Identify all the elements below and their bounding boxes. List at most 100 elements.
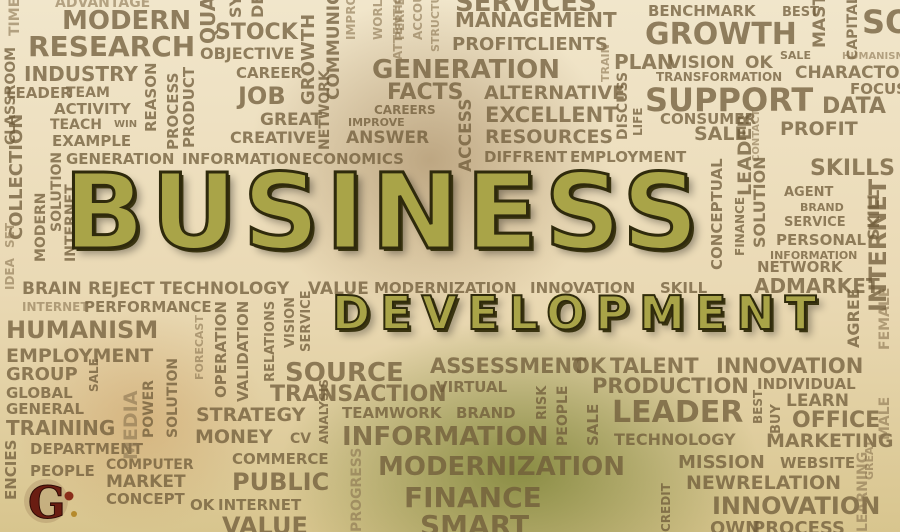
word: STRUCTURE — [430, 0, 441, 52]
word: SET — [4, 223, 16, 248]
word: WIN — [114, 120, 137, 130]
word: CONCEPT — [106, 492, 185, 507]
word: PRODUCTION — [592, 376, 749, 397]
word: REJECT — [88, 281, 155, 298]
word: TEAMWORK — [342, 406, 442, 421]
word: OPERATION — [214, 301, 229, 398]
word: INTERNET — [218, 498, 301, 513]
word: OFFICE — [792, 410, 880, 432]
word: EXCELLENT — [485, 105, 618, 126]
word: PRODUCT — [182, 67, 197, 148]
word: ALTERNATIVE — [484, 84, 625, 103]
word: GENERAL — [6, 402, 84, 417]
word: RESEARCH — [28, 33, 195, 61]
word: PROFIT — [452, 36, 526, 54]
word: SKILL — [866, 190, 882, 240]
word: GREAT — [260, 112, 322, 129]
logo-letter: G — [28, 478, 66, 526]
word: SALE — [88, 358, 100, 392]
word: CAREER — [236, 66, 302, 81]
word: POWER — [142, 380, 156, 438]
word: FORECAST — [194, 315, 205, 380]
word: BEST — [752, 390, 764, 424]
word: OBJECTIVE — [200, 46, 295, 62]
word: SERVICE — [784, 216, 846, 229]
word: RELATION — [736, 474, 841, 493]
word: CAREERS — [374, 104, 436, 116]
word: PERFORMANCE — [84, 300, 212, 315]
word: FINANCE — [404, 484, 542, 512]
word: RESOURCES — [485, 128, 613, 147]
word: LEADER — [612, 398, 743, 428]
word: PROGRESS — [350, 448, 364, 532]
word: GLOBAL — [6, 386, 73, 401]
word: HUMANISM — [6, 318, 158, 342]
word: MEDIA — [122, 391, 141, 460]
word: STRATEGY — [196, 406, 305, 425]
word: STOCK — [215, 22, 298, 44]
word: GROWTH — [645, 20, 797, 50]
word: DE — [250, 0, 266, 18]
word: OK — [190, 498, 214, 513]
word: LIFE — [632, 107, 644, 136]
word: RISK — [536, 386, 549, 420]
word: TEACH — [50, 118, 102, 132]
word: TEAM — [66, 86, 110, 100]
word: ACTIVITY — [54, 102, 131, 117]
word: FACTS — [387, 82, 464, 104]
word: MARKET — [106, 474, 186, 491]
word: CV — [290, 432, 311, 446]
word: MANAGEMENT — [455, 10, 617, 30]
word: LEADER — [6, 86, 72, 101]
word: TECHNOLOGY — [160, 281, 289, 298]
word: DISCUSS — [616, 72, 630, 140]
word: SY — [228, 0, 244, 18]
word: BRAIN — [22, 281, 82, 298]
word: INDIVIDUAL — [757, 377, 856, 392]
word: LEADER — [736, 113, 755, 196]
word: TECHNOLOGY — [614, 432, 736, 448]
word: MONEY — [195, 428, 273, 447]
title-development: DEVELOPMENT — [332, 290, 826, 336]
word: IDEA — [4, 258, 16, 290]
word: PERSONAL — [776, 233, 866, 248]
word: PROCESS — [166, 73, 181, 150]
word: COMMERCE — [232, 452, 329, 467]
word: SKILLS — [810, 158, 895, 180]
word: MODERN — [34, 192, 48, 262]
word: MALE — [878, 397, 892, 440]
word: MASTER — [812, 0, 829, 48]
word: IMPROVE — [345, 0, 357, 40]
word: COLLECTION — [8, 114, 26, 240]
word: ANALYSIS — [318, 379, 330, 444]
word: ACCOUNT — [412, 0, 424, 40]
word: SO — [862, 6, 900, 38]
word: EXAMPLE — [52, 134, 131, 149]
word: PERFECT — [394, 0, 406, 40]
word: PROFIT — [780, 120, 858, 139]
word: GROWTH — [300, 14, 318, 105]
word: INDUSTRY — [24, 64, 138, 84]
word: COMPUTER — [106, 458, 194, 472]
logo-icon: G — [22, 476, 80, 526]
word: TRAINING — [6, 418, 115, 438]
word: HUMANISM — [842, 52, 900, 62]
word: PUBLIC — [232, 470, 329, 494]
word: VISION — [284, 297, 297, 348]
word: ASSESSMENT — [430, 356, 586, 377]
word: RELATIONS — [264, 301, 277, 382]
word: TRAIN — [600, 44, 611, 82]
word: SMART — [420, 512, 529, 532]
word: SOLUTION — [166, 358, 180, 438]
word: WEBSITE — [780, 456, 855, 471]
word: GROUP — [6, 366, 78, 384]
word: MISSION — [678, 454, 765, 472]
word: NEW — [686, 474, 736, 493]
word: VALUE — [222, 514, 308, 532]
word: ENCIES — [4, 440, 19, 500]
word: PEOPLE — [556, 386, 570, 446]
word: BUY — [770, 404, 783, 434]
word: BRAND — [456, 406, 516, 421]
word: DATA — [822, 96, 886, 118]
